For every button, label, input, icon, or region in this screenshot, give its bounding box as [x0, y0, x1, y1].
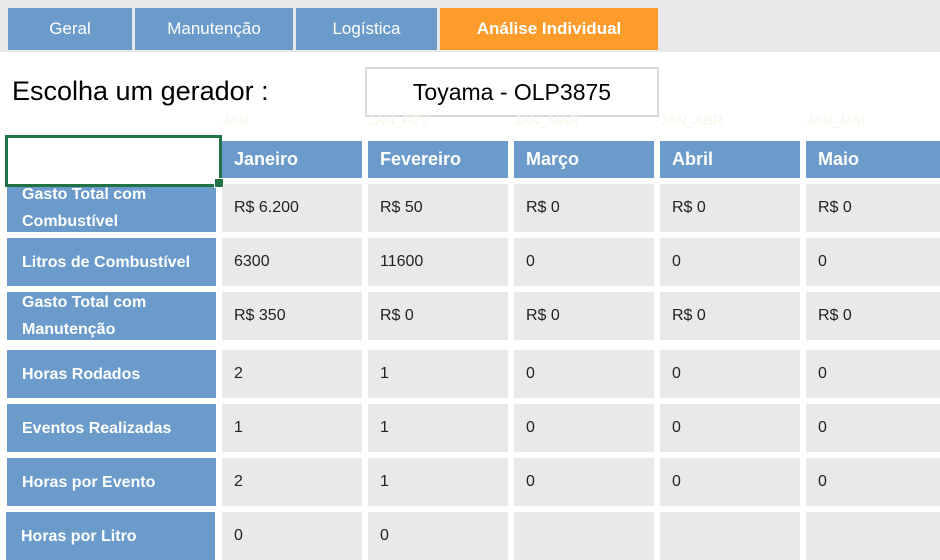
- table-cell[interactable]: 0: [514, 458, 654, 506]
- row-label: Eventos Realizadas: [7, 404, 216, 452]
- table-cell[interactable]: 0: [660, 404, 800, 452]
- fill-handle[interactable]: [214, 178, 224, 188]
- table-cell[interactable]: R$ 6.200: [222, 184, 362, 232]
- table-cell[interactable]: 0: [514, 404, 654, 452]
- table-cell[interactable]: 1: [222, 404, 362, 452]
- tab-análise-individual[interactable]: Análise Individual: [440, 8, 658, 50]
- selected-cell[interactable]: [5, 135, 222, 187]
- table-cell[interactable]: R$ 350: [222, 292, 362, 340]
- table-cell[interactable]: 0: [514, 350, 654, 398]
- tab-manutenção[interactable]: Manutenção: [135, 8, 293, 50]
- tab-geral[interactable]: Geral: [8, 8, 132, 50]
- hidden-header-text: JAN_MAR: [514, 112, 580, 128]
- hidden-header-text: JAN_FEV: [368, 112, 430, 128]
- table-cell[interactable]: 0: [368, 512, 508, 560]
- row-label: Horas Rodados: [7, 350, 216, 398]
- table-cell[interactable]: R$ 0: [660, 292, 800, 340]
- table-cell[interactable]: R$ 0: [660, 184, 800, 232]
- hidden-header-text: JAN: [222, 112, 249, 128]
- hidden-header-text: JAN_ABR: [660, 112, 724, 128]
- table-cell[interactable]: [806, 512, 940, 560]
- table-cell[interactable]: 1: [368, 404, 508, 452]
- table-cell[interactable]: 6300: [222, 238, 362, 286]
- row-label: Gasto Total com Manutenção: [7, 292, 216, 340]
- table-cell[interactable]: 0: [514, 238, 654, 286]
- column-header: Abril: [660, 141, 800, 178]
- table-cell[interactable]: R$ 0: [806, 292, 940, 340]
- generator-select[interactable]: Toyama - OLP3875: [365, 67, 659, 117]
- table-cell[interactable]: [660, 512, 800, 560]
- table-cell[interactable]: R$ 0: [368, 292, 508, 340]
- column-header: Maio: [806, 141, 940, 178]
- table-cell[interactable]: 0: [806, 458, 940, 506]
- table-cell[interactable]: 0: [660, 238, 800, 286]
- table-cell[interactable]: R$ 0: [514, 292, 654, 340]
- column-header: Fevereiro: [368, 141, 508, 178]
- table-cell[interactable]: 11600: [368, 238, 508, 286]
- column-header: Janeiro: [222, 141, 362, 178]
- column-header: Março: [514, 141, 654, 178]
- table-cell[interactable]: R$ 0: [514, 184, 654, 232]
- table-cell[interactable]: 2: [222, 458, 362, 506]
- table-cell[interactable]: R$ 50: [368, 184, 508, 232]
- hidden-header-text: JAN_MAI: [806, 112, 866, 128]
- table-cell[interactable]: [514, 512, 654, 560]
- table-cell[interactable]: 1: [368, 350, 508, 398]
- tab-logística[interactable]: Logística: [296, 8, 437, 50]
- row-label: Gasto Total com Combustível: [7, 184, 216, 232]
- table-cell[interactable]: 0: [806, 404, 940, 452]
- table-cell[interactable]: R$ 0: [806, 184, 940, 232]
- table-cell[interactable]: 2: [222, 350, 362, 398]
- table-cell[interactable]: 0: [222, 512, 362, 560]
- table-cell[interactable]: 0: [660, 458, 800, 506]
- row-label: Horas por Evento: [7, 458, 216, 506]
- table-cell[interactable]: 0: [806, 350, 940, 398]
- row-label: Horas por Litro: [6, 512, 215, 560]
- choose-generator-label: Escolha um gerador :: [12, 76, 269, 106]
- row-label: Litros de Combustível: [7, 238, 216, 286]
- table-cell[interactable]: 0: [660, 350, 800, 398]
- table-cell[interactable]: 1: [368, 458, 508, 506]
- table-cell[interactable]: 0: [806, 238, 940, 286]
